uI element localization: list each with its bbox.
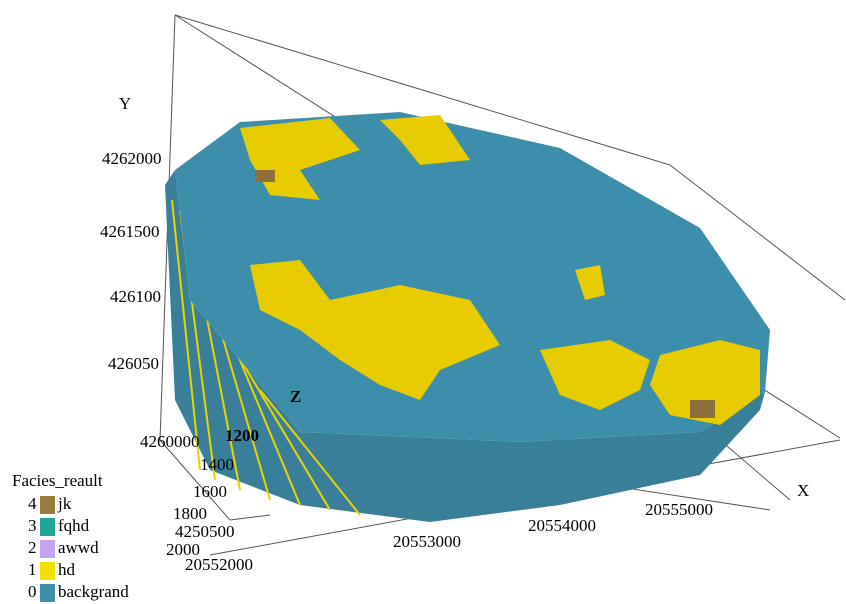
- x-tick-label: 20555000: [645, 500, 713, 519]
- y-tick-label: 426100: [110, 287, 161, 306]
- x-tick-label: 20553000: [393, 532, 461, 551]
- z-tick-label: 1600: [193, 482, 227, 501]
- x-axis-label: X: [797, 481, 809, 500]
- legend-name: fqhd: [58, 516, 90, 535]
- y-tick-label: 4262000: [102, 149, 162, 168]
- legend-title: Facies_reault: [12, 471, 103, 490]
- legend-swatch: [40, 518, 55, 536]
- x-tick-label: 20554000: [528, 516, 596, 535]
- legend-swatch: [40, 496, 55, 514]
- y-tick-label: 4260000: [140, 432, 200, 451]
- model-view: Y 4262000 4261500 426100 426050 4260000 …: [0, 0, 846, 604]
- legend-name: jk: [57, 494, 72, 513]
- legend-swatch: [40, 584, 55, 602]
- legend-swatch: [40, 562, 55, 580]
- y-axis-label: Y: [119, 94, 131, 113]
- legend-code: 1: [28, 560, 37, 579]
- y-tick-label: 426050: [108, 354, 159, 373]
- legend-name: awwd: [58, 538, 99, 557]
- legend-code: 3: [28, 516, 37, 535]
- x-tick-label: 20552000: [185, 555, 253, 574]
- legend-code: 0: [28, 582, 37, 601]
- legend-swatch: [40, 540, 55, 558]
- z-tick-label: 1200: [225, 426, 259, 445]
- z-tick-label: 1800: [173, 504, 207, 523]
- x-tick-label: 4250500: [175, 522, 235, 541]
- z-tick-label: 1400: [200, 455, 234, 474]
- legend: Facies_reault 4 jk 3 fqhd 2 awwd 1 hd 0 backgrand: [12, 471, 129, 602]
- z-axis-label: Z: [290, 387, 301, 406]
- legend-name: backgrand: [58, 582, 129, 601]
- legend-code: 2: [28, 538, 37, 557]
- legend-name: hd: [58, 560, 76, 579]
- legend-code: 4: [28, 494, 37, 513]
- y-tick-label: 4261500: [100, 222, 160, 241]
